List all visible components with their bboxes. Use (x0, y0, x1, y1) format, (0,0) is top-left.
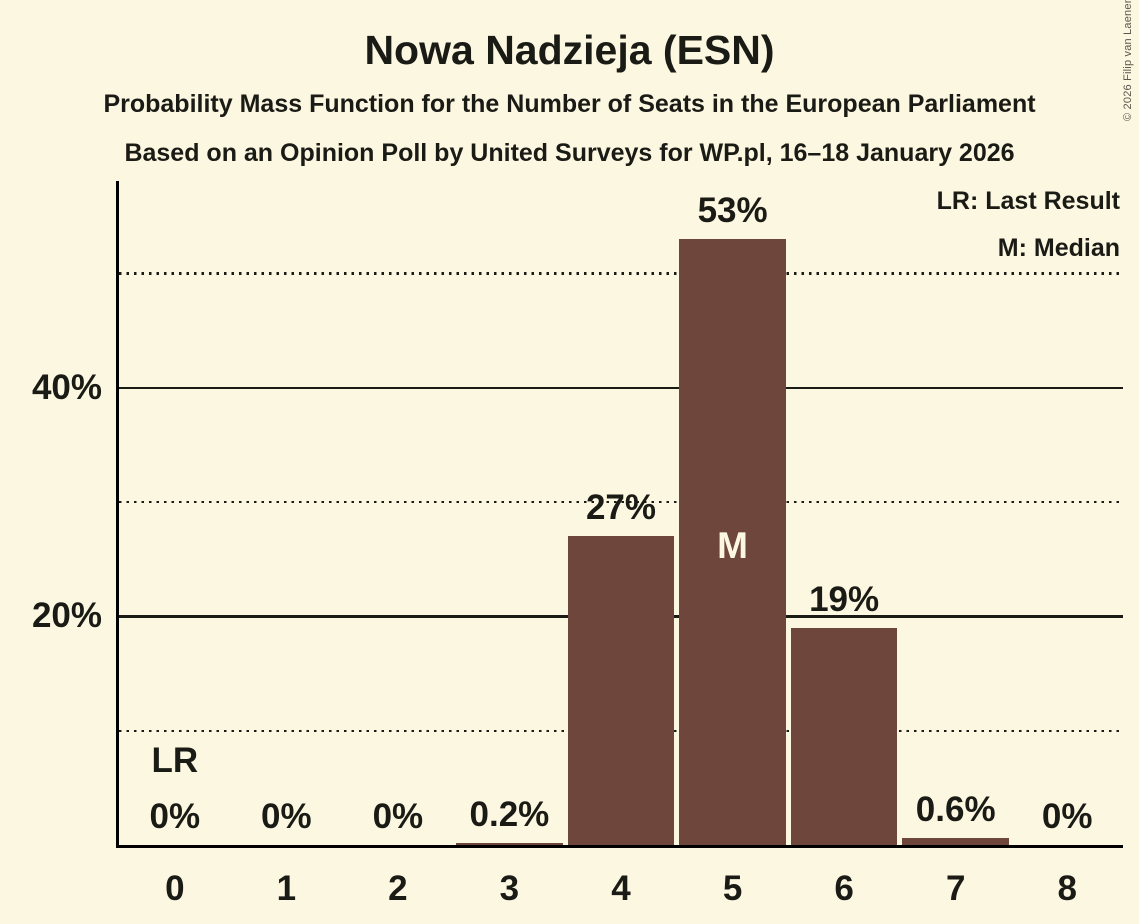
bar-seats-6 (790, 627, 898, 845)
bar-value-label-5: 53% (697, 191, 768, 231)
bar-seats-5 (679, 239, 786, 845)
x-tick-label-2: 2 (388, 869, 408, 908)
chart-subtitle-poll: Based on an Opinion Poll by United Surve… (124, 139, 1015, 167)
bar-value-label-3: 0.2% (469, 794, 550, 834)
bar-value-label-6: 19% (809, 579, 880, 619)
y-tick-label-40: 40% (31, 367, 102, 407)
bar-value-label-0: 0% (149, 797, 201, 836)
chart-title: Nowa Nadzieja (ESN) (364, 27, 775, 73)
x-axis-line (116, 845, 1123, 848)
x-tick-label-4: 4 (611, 869, 631, 908)
bar-value-label-7: 0.6% (915, 790, 996, 830)
chart-subtitle-pmf: Probability Mass Function for the Number… (103, 90, 1036, 118)
gridline-dotted-30 (119, 500, 1123, 504)
x-tick-label-1: 1 (276, 869, 297, 908)
legend-median: M: Median (997, 234, 1120, 262)
bar-value-label-8: 0% (1041, 797, 1093, 836)
x-tick-label-8: 8 (1057, 869, 1077, 908)
x-tick-label-3: 3 (499, 869, 520, 908)
x-tick-label-6: 6 (834, 869, 854, 908)
median-marker: M (717, 525, 749, 567)
legend-last-result: LR: Last Result (936, 187, 1120, 215)
bar-value-label-4: 27% (585, 488, 657, 528)
bar-seats-7 (902, 838, 1009, 845)
bar-seats-4 (567, 536, 675, 845)
bar-value-label-1: 0% (261, 797, 312, 836)
gridline-dotted-50 (119, 272, 1123, 275)
x-tick-label-5: 5 (722, 869, 743, 908)
x-tick-label-7: 7 (945, 869, 966, 908)
gridline-solid-40 (119, 386, 1123, 389)
last-result-marker: LR (151, 741, 199, 780)
y-tick-label-20: 20% (31, 596, 102, 636)
x-tick-label-0: 0 (165, 869, 185, 908)
y-axis-line (116, 181, 119, 848)
bar-value-label-2: 0% (372, 797, 424, 836)
bar-seats-3 (456, 842, 563, 845)
